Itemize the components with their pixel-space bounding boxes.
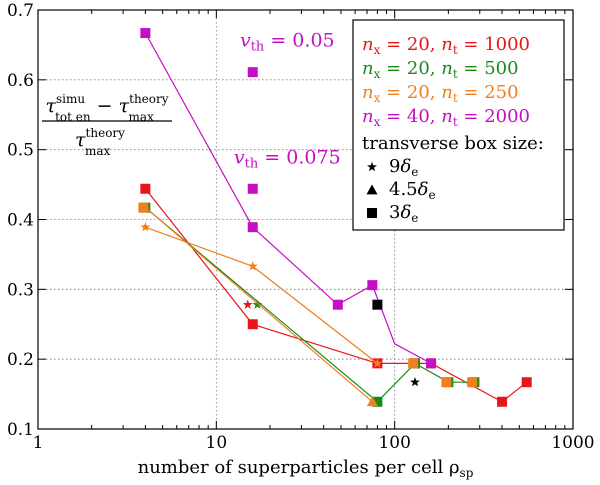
data-point [441,377,452,388]
series-3 [140,28,437,369]
legend-box-size: 4.5δe [389,179,436,202]
legend-entry: nx = 20, nt = 500 [362,58,519,81]
axis-ticks [37,9,574,430]
y-tick-label: 0.2 [7,350,34,370]
x-tick-label: 100 [378,433,410,453]
data-point [140,183,151,194]
legend-box-size: 3δe [389,202,418,225]
x-tick-label: 1000 [551,433,594,453]
legend-marker-square [367,208,377,218]
data-point [467,377,478,388]
legend-box-title: transverse box size: [362,133,544,154]
data-point [247,222,258,233]
data-point [247,183,258,194]
legend-marker-triangle [366,184,378,195]
annotation: vth = 0.05 [240,29,335,54]
plot-frame [37,9,574,430]
data-point [372,396,383,407]
y-tick-label: 0.1 [7,420,34,440]
data-point [372,358,383,368]
data-point [140,28,151,39]
data-point [247,67,258,78]
annotation: vth = 0.075 [234,147,341,172]
series-4 [372,299,420,387]
legend-entry: nx = 40, nt = 2000 [362,106,530,129]
legend-box [352,19,565,231]
legend-entry: nx = 20, nt = 250 [362,82,519,105]
data-point [138,202,149,213]
y-label-denominator: τtheory max [75,126,125,158]
series-2 [138,202,478,407]
x-tick-label: 10 [206,433,228,453]
y-tick-label: 0.6 [7,71,34,91]
data-point [497,396,508,407]
x-tick-label: 1 [33,433,44,453]
data-point [242,299,253,309]
y-tick-label: 0.3 [7,280,34,300]
y-tick-label: 0.7 [7,1,34,21]
legend-entry: nx = 20, nt = 1000 [362,34,530,57]
data-point [372,299,383,310]
data-point [426,358,437,369]
y-tick-label: 0.5 [7,141,34,161]
data-point [366,396,378,407]
data-point [332,299,343,310]
data-point [408,358,419,369]
data-point [521,377,532,388]
data-point [410,377,420,387]
legend-marker-star [367,161,377,172]
y-tick-label: 0.4 [7,211,34,231]
data-point [367,280,378,291]
series-line [145,207,373,403]
data-point [247,261,258,271]
legend-box-size: 9δe [389,156,418,179]
y-label-numerator: τsimu tot en − τtheory max [45,92,168,124]
series-line [144,32,432,364]
data-point [140,221,151,232]
data-point [247,319,258,330]
x-axis-label: number of superparticles per cell ρsp [138,457,474,480]
